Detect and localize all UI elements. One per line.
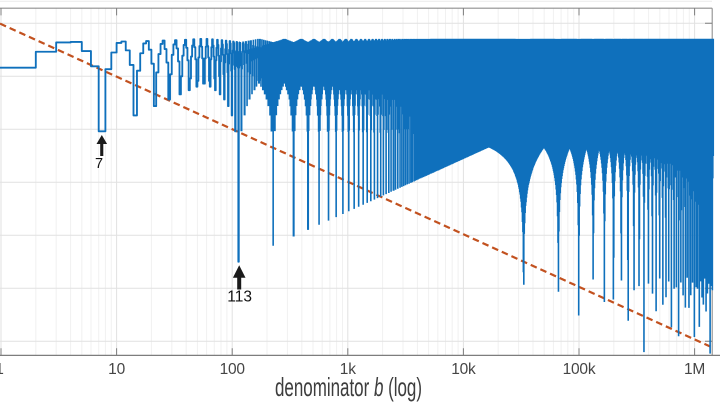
svg-text:1M: 1M xyxy=(684,361,705,378)
svg-text:7: 7 xyxy=(95,156,103,172)
svg-text:10: 10 xyxy=(108,361,125,378)
svg-text:100k: 100k xyxy=(563,361,596,378)
svg-text:10k: 10k xyxy=(451,361,476,378)
svg-text:1: 1 xyxy=(0,361,4,378)
svg-text:100: 100 xyxy=(220,361,246,378)
svg-text:113: 113 xyxy=(227,289,252,306)
svg-text:1k: 1k xyxy=(340,361,356,378)
svg-text:denominator b (log): denominator b (log) xyxy=(275,372,422,401)
